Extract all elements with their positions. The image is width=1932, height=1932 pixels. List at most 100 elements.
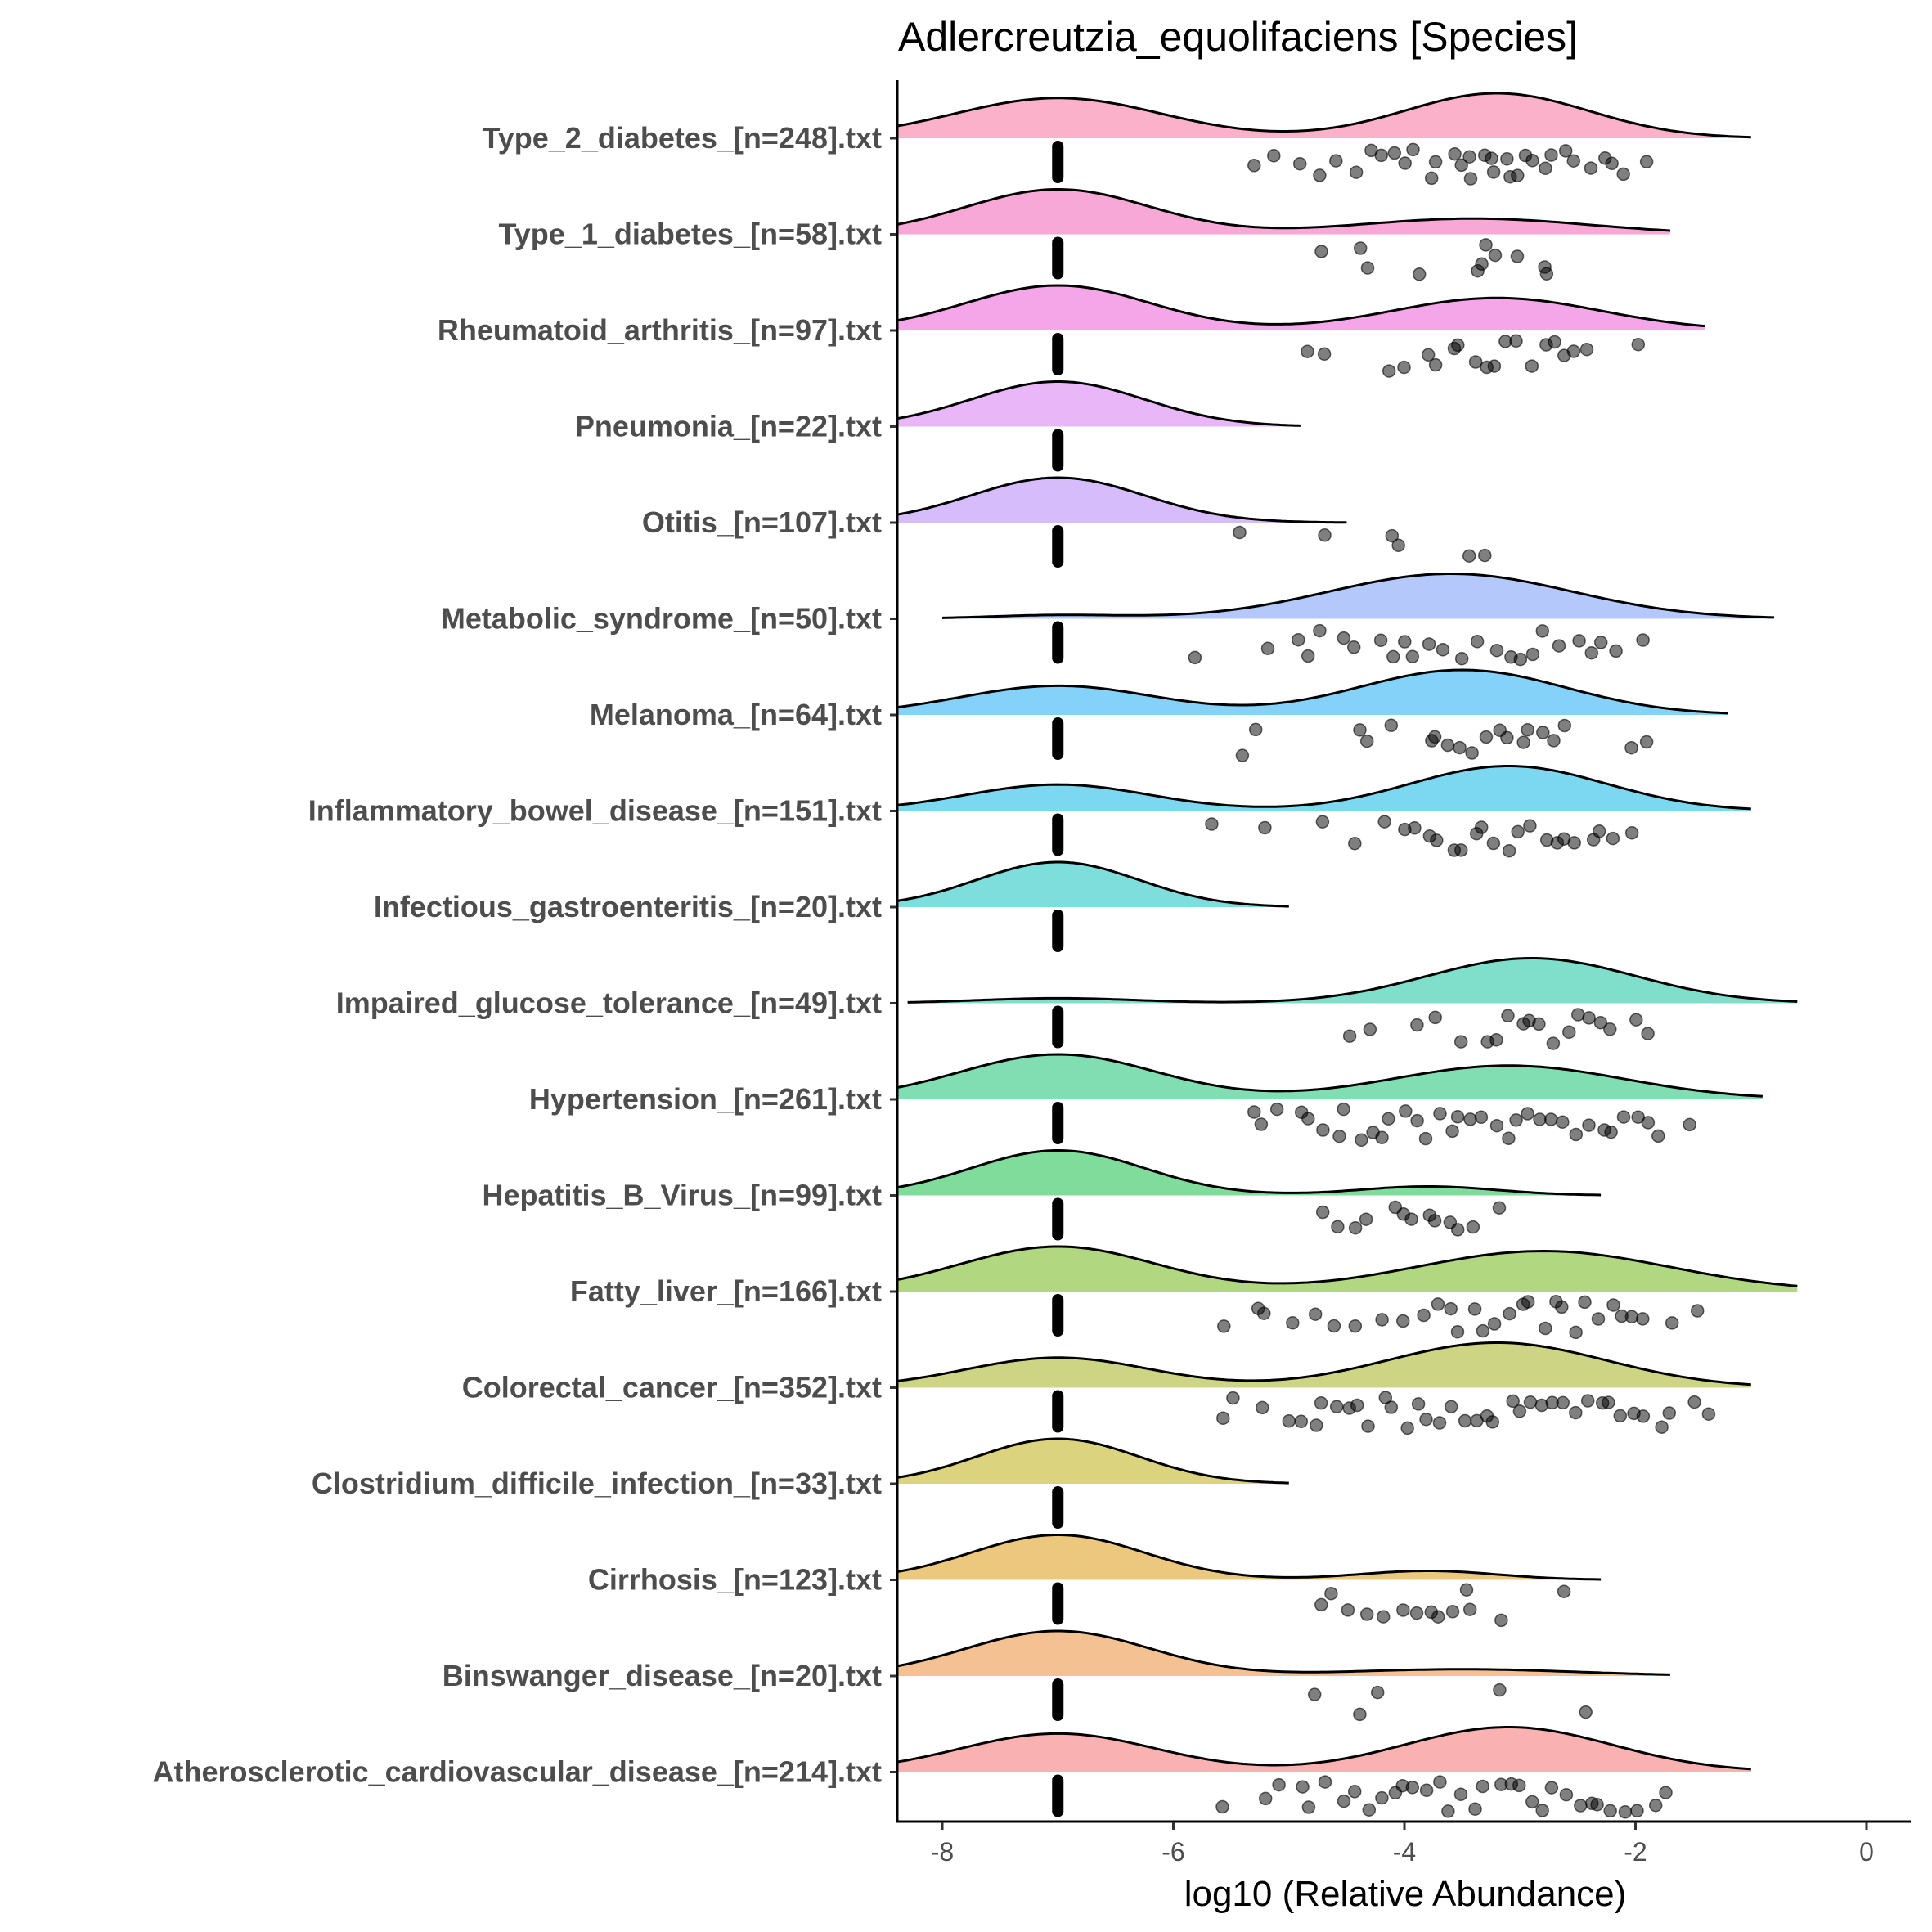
- density-line: [896, 92, 1751, 139]
- data-point: [1510, 249, 1525, 263]
- data-point: [1431, 1610, 1445, 1624]
- data-point: [1454, 158, 1468, 173]
- data-point: [1294, 1414, 1309, 1429]
- data-point: [1247, 1105, 1261, 1119]
- data-point: [1557, 718, 1572, 733]
- data-point: [1690, 1304, 1705, 1318]
- data-point: [1579, 342, 1594, 357]
- data-point: [1569, 1405, 1583, 1420]
- data-point: [1501, 1009, 1515, 1023]
- data-point: [1579, 1705, 1593, 1719]
- density-fill: [896, 1247, 1798, 1292]
- data-point: [1539, 1321, 1552, 1336]
- density-line: [896, 188, 1671, 232]
- data-point: [1296, 1780, 1310, 1794]
- data-point: [1188, 650, 1202, 665]
- data-point: [1419, 1783, 1434, 1798]
- data-point: [1582, 1011, 1596, 1025]
- data-point: [1315, 1205, 1330, 1220]
- data-point: [1624, 826, 1639, 840]
- data-point: [1535, 1804, 1549, 1817]
- data-point: [1525, 1795, 1539, 1809]
- data-point: [1267, 149, 1281, 163]
- data-point: [1525, 647, 1540, 662]
- y-tick-label: Colorectal_cancer_[n=352].txt: [462, 1371, 882, 1404]
- density-line: [896, 1534, 1602, 1581]
- data-point: [1405, 1781, 1420, 1795]
- data-point: [1463, 172, 1478, 186]
- density-layer: [896, 92, 1798, 1772]
- data-point: [1359, 734, 1374, 748]
- density-line: [907, 957, 1798, 1004]
- data-point: [1569, 1325, 1583, 1340]
- data-point: [1593, 636, 1608, 649]
- data-point: [1445, 1124, 1459, 1139]
- data-point: [1555, 1300, 1569, 1314]
- data-point: [1410, 1113, 1424, 1128]
- data-point: [1465, 746, 1479, 760]
- data-point: [1384, 1400, 1399, 1414]
- data-point: [1479, 730, 1494, 744]
- data-point: [1337, 631, 1351, 645]
- density-line: [896, 860, 1289, 908]
- data-point: [1260, 641, 1275, 656]
- data-point: [1282, 1414, 1296, 1428]
- data-point: [1450, 1223, 1465, 1237]
- data-point: [1292, 156, 1307, 171]
- data-point: [1516, 735, 1530, 749]
- data-point: [1370, 1685, 1385, 1700]
- data-point: [1422, 637, 1436, 651]
- data-point: [1539, 161, 1552, 176]
- data-point: [1502, 1131, 1516, 1146]
- data-point: [1603, 1804, 1617, 1818]
- data-point: [1405, 649, 1420, 663]
- density-line: [896, 1149, 1602, 1197]
- data-point: [1521, 1107, 1534, 1121]
- density-fill: [896, 1439, 1289, 1484]
- data-point: [1525, 359, 1539, 373]
- data-point: [1337, 1102, 1350, 1117]
- data-point: [1468, 355, 1483, 369]
- data-point: [1567, 836, 1581, 850]
- data-point: [1353, 723, 1367, 737]
- density-line: [896, 284, 1705, 328]
- data-point: [1387, 146, 1402, 160]
- density-fill: [896, 670, 1728, 715]
- data-point: [1406, 142, 1420, 157]
- data-point: [1467, 1302, 1482, 1316]
- data-point: [1478, 548, 1492, 563]
- y-tick-label: Infectious_gastroenteritis_[n=20].txt: [374, 890, 882, 923]
- data-point: [1272, 1777, 1286, 1792]
- data-point: [1256, 1400, 1269, 1415]
- data-point: [1353, 241, 1368, 255]
- data-point: [1382, 1112, 1395, 1126]
- data-point: [1558, 144, 1573, 158]
- data-point: [1430, 833, 1444, 847]
- data-point: [1216, 1411, 1230, 1426]
- data-point: [1308, 1307, 1323, 1321]
- data-point: [1536, 726, 1550, 739]
- data-point: [1523, 1395, 1538, 1409]
- data-point: [1559, 1787, 1574, 1802]
- data-point: [1384, 718, 1399, 733]
- data-point: [1378, 1391, 1393, 1404]
- data-point: [1562, 1025, 1576, 1040]
- data-point: [1590, 1798, 1604, 1812]
- data-point: [1348, 836, 1362, 851]
- data-point: [1324, 1586, 1338, 1601]
- data-point: [1606, 1298, 1620, 1312]
- data-point: [1486, 836, 1501, 851]
- data-point: [1318, 1775, 1332, 1789]
- data-point: [1433, 1107, 1447, 1121]
- data-point: [1636, 633, 1650, 647]
- data-point: [1636, 1409, 1651, 1423]
- data-point: [1476, 1323, 1490, 1338]
- y-tick-label: Type_1_diabetes_[n=58].txt: [498, 218, 882, 251]
- data-point: [1399, 1104, 1413, 1118]
- data-point: [1566, 344, 1581, 358]
- density-fill: [907, 958, 1798, 1004]
- data-point: [1500, 152, 1514, 166]
- data-point: [1431, 1297, 1445, 1311]
- data-point: [1543, 1112, 1558, 1126]
- data-point: [1436, 643, 1450, 657]
